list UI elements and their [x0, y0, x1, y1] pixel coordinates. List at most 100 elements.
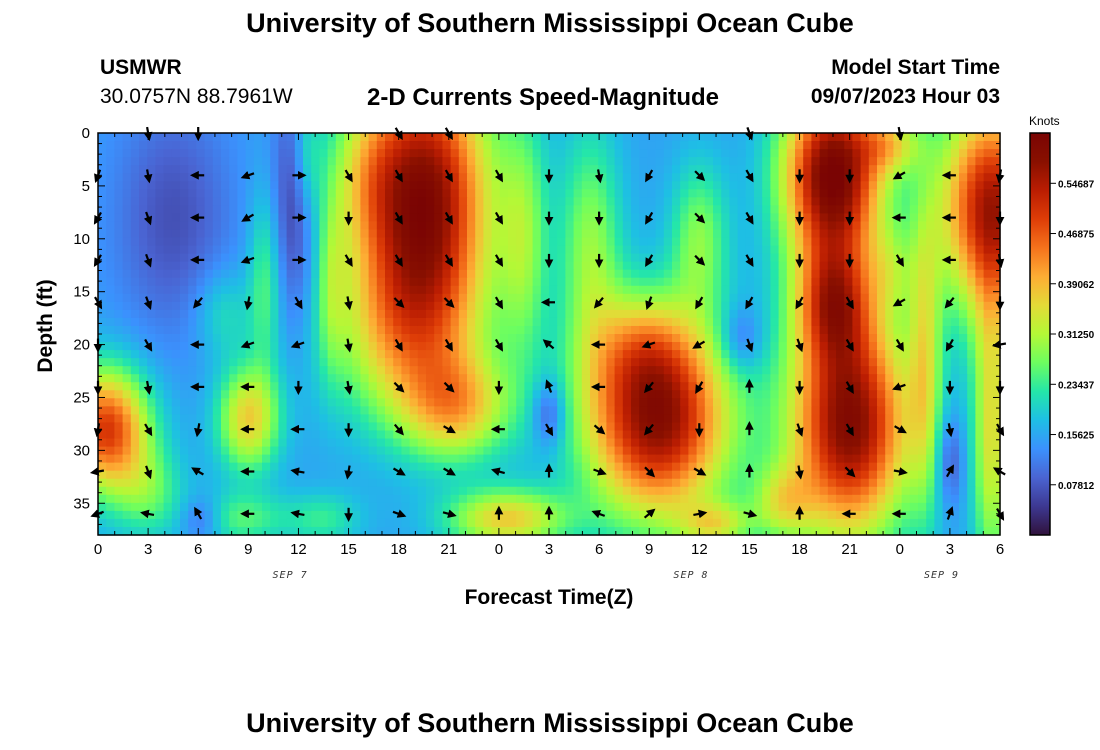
heatmap-cell [98, 406, 107, 415]
heatmap-cell [893, 197, 903, 206]
heatmap-cell [212, 261, 222, 271]
heatmap-cell [836, 374, 845, 383]
heatmap-cell [171, 229, 181, 239]
heatmap-cell [294, 366, 304, 375]
heatmap-cell [450, 245, 460, 255]
heatmap-cell [680, 157, 689, 166]
heatmap-cell [475, 269, 484, 279]
heatmap-cell [286, 237, 296, 247]
heatmap-cell [229, 382, 238, 391]
heatmap-cell [811, 374, 821, 383]
heatmap-cell [942, 478, 952, 488]
heatmap-cell [262, 317, 271, 327]
heatmap-cell [737, 245, 747, 255]
heatmap-cell [893, 245, 903, 255]
heatmap-cell [622, 382, 632, 391]
heatmap-cell [130, 261, 140, 271]
heatmap-cell [565, 229, 575, 239]
heatmap-cell [344, 446, 353, 456]
heatmap-cell [877, 414, 886, 424]
heatmap-cell [540, 478, 550, 488]
heatmap-cell [606, 478, 616, 488]
heatmap-cell [122, 470, 132, 480]
heatmap-cell [467, 149, 476, 158]
heatmap-cell [778, 221, 788, 231]
heatmap-cell [786, 422, 796, 432]
heatmap-cell [950, 430, 960, 440]
heatmap-cell [836, 334, 845, 343]
heatmap-cell [975, 149, 985, 158]
heatmap-cell [180, 309, 189, 319]
heatmap-cell [491, 141, 501, 150]
heatmap-cell [196, 277, 206, 287]
heatmap-cell [975, 269, 985, 279]
heatmap-cell [762, 237, 771, 247]
heatmap-cell [434, 406, 443, 415]
heatmap-cell [426, 342, 435, 351]
heatmap-cell [508, 486, 517, 496]
heatmap-cell [786, 374, 796, 383]
heatmap-cell [704, 430, 714, 440]
heatmap-cell [967, 285, 976, 295]
heatmap-cell [819, 213, 829, 223]
heatmap-cell [655, 165, 665, 174]
heatmap-cell [204, 229, 214, 239]
heatmap-cell [180, 301, 189, 311]
heatmap-cell [942, 165, 952, 174]
heatmap-cell [516, 181, 525, 190]
heatmap-cell [950, 438, 960, 448]
heatmap-cell [934, 133, 944, 142]
heatmap-cell [122, 269, 132, 279]
heatmap-cell [631, 237, 640, 247]
heatmap-cell [401, 350, 411, 359]
heatmap-cell [934, 205, 944, 214]
heatmap-cell [745, 293, 755, 303]
heatmap-cell [409, 374, 419, 383]
heatmap-cell [934, 165, 944, 174]
heatmap-cell [294, 181, 304, 190]
heatmap-cell [294, 438, 304, 448]
heatmap-cell [180, 237, 189, 247]
heatmap-cell [581, 478, 591, 488]
heatmap-cell [532, 141, 542, 150]
heatmap-cell [696, 245, 706, 255]
heatmap-cell [967, 470, 976, 480]
heatmap-cell [450, 317, 460, 327]
heatmap-cell [180, 221, 189, 231]
heatmap-cell [409, 494, 419, 504]
heatmap-cell [983, 285, 993, 295]
heatmap-cell [639, 390, 648, 399]
heatmap-cell [98, 213, 107, 223]
heatmap-cell [827, 245, 837, 255]
heatmap-cell [171, 253, 181, 263]
heatmap-cell [188, 414, 197, 424]
heatmap-cell [426, 213, 435, 223]
heatmap-cell [409, 133, 419, 142]
heatmap-cell [532, 237, 542, 247]
heatmap-cell [663, 293, 673, 303]
heatmap-cell [532, 478, 542, 488]
heatmap-cell [573, 374, 583, 383]
heatmap-cell [540, 334, 550, 343]
heatmap-cell [737, 454, 747, 464]
heatmap-cell [918, 245, 927, 255]
heatmap-cell [983, 414, 993, 424]
heatmap-cell [327, 293, 337, 303]
heatmap-cell [458, 205, 468, 214]
heatmap-cell [180, 478, 189, 488]
heatmap-cell [450, 478, 460, 488]
heatmap-cell [335, 446, 345, 456]
heatmap-cell [811, 398, 821, 407]
heatmap-cell [991, 133, 1001, 142]
heatmap-cell [639, 189, 648, 198]
heatmap-cell [204, 334, 214, 343]
heatmap-cell [557, 358, 566, 367]
heatmap-cell [229, 261, 238, 271]
heatmap-cell [622, 446, 632, 456]
heatmap-cell [245, 141, 255, 150]
heatmap-cell [196, 221, 206, 231]
heatmap-cell [754, 221, 763, 231]
heatmap-cell [762, 342, 771, 351]
heatmap-cell [729, 309, 739, 319]
heatmap-cell [212, 165, 222, 174]
